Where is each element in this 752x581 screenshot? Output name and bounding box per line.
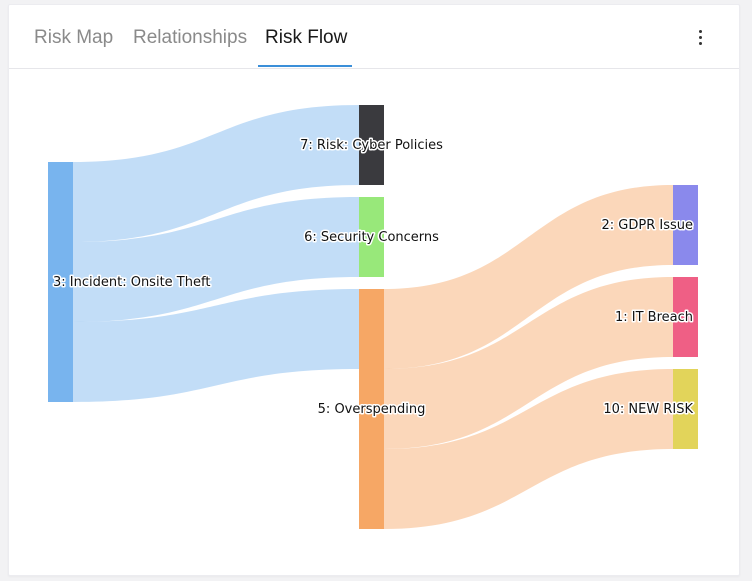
risk-flow-sankey: 3: Incident: Onsite Theft 7: Risk: Cyber … [48, 105, 698, 529]
sankey-node-label-1: 1: IT Breach [615, 310, 693, 325]
sankey-links [73, 105, 673, 529]
tab-risk-map[interactable]: Risk Map [34, 27, 114, 48]
more-vertical-icon [699, 30, 702, 33]
sankey-link-5-to-2[interactable] [384, 185, 673, 369]
sankey-labels: 3: Incident: Onsite Theft 7: Risk: Cyber … [52, 137, 695, 419]
sankey-node-label-3: 3: Incident: Onsite Theft [53, 275, 210, 290]
sankey-node-5[interactable] [359, 289, 384, 529]
sankey-link-5-to-10[interactable] [384, 369, 673, 529]
sankey-node-10[interactable] [673, 369, 698, 449]
tab-risk-flow[interactable]: Risk Flow [265, 27, 348, 48]
sankey-node-label-10: 10: NEW RISK [603, 402, 693, 417]
sankey-node-2[interactable] [673, 185, 698, 265]
sankey-node-6[interactable] [359, 197, 384, 277]
tab-bar: Risk Map Relationships Risk Flow [9, 5, 739, 69]
sankey-node-label-6: 6: Security Concerns [304, 230, 439, 245]
sankey-link-3-to-5[interactable] [73, 289, 359, 402]
sankey-node-label-2: 2: GDPR Issue [602, 218, 694, 233]
sankey-node-3[interactable] [48, 162, 73, 402]
sankey-node-label-5: 5: Overspending [318, 402, 426, 417]
risk-flow-card: Risk Map Relationships Risk Flow 3: Inci… [8, 4, 740, 576]
sankey-node-1[interactable] [673, 277, 698, 357]
tab-relationships[interactable]: Relationships [133, 27, 248, 48]
sankey-link-3-to-7[interactable] [73, 105, 359, 242]
sankey-nodes [48, 105, 698, 529]
sankey-link-3-to-6[interactable] [73, 197, 359, 322]
sankey-node-7[interactable] [359, 105, 384, 185]
active-tab-indicator [258, 65, 352, 67]
sankey-link-5-to-1[interactable] [384, 277, 673, 449]
more-vertical-icon-dot [699, 42, 702, 45]
more-options-button[interactable] [691, 27, 711, 49]
sankey-node-label-7: 7: Risk: Cyber Policies [300, 138, 443, 153]
more-vertical-icon-dot [699, 36, 702, 39]
